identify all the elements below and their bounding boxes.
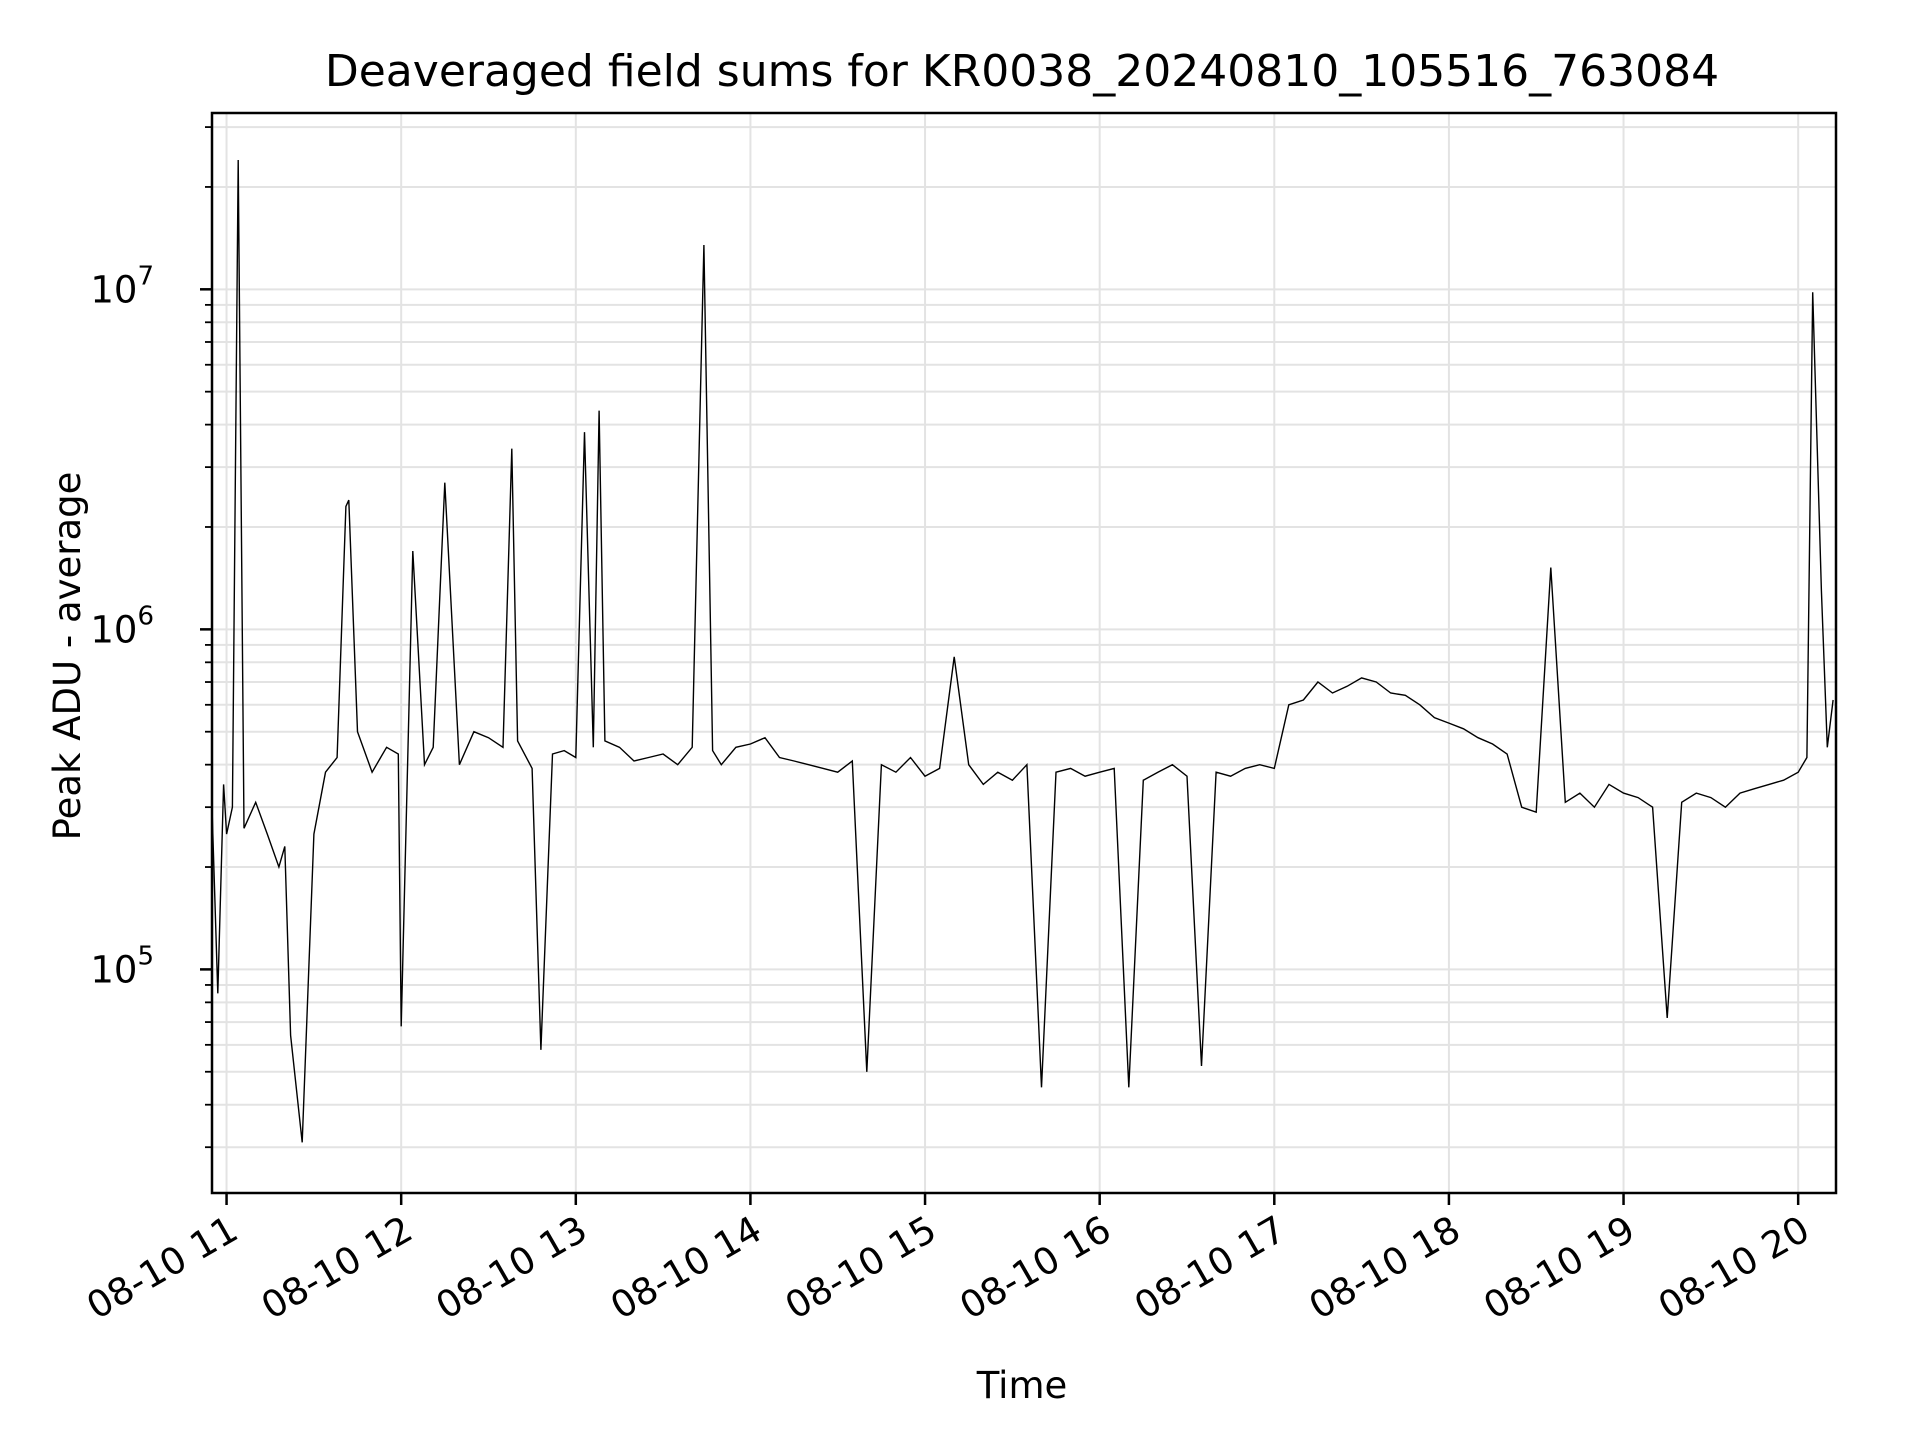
grid (212, 113, 1836, 1193)
y-tick-label: 106 (90, 601, 154, 651)
series-line (211, 159, 1834, 1143)
y-tick-exponent: 7 (137, 261, 154, 291)
x-axis-label: Time (976, 1364, 1068, 1407)
y-tick-exponent: 6 (137, 601, 154, 631)
y-tick-base: 10 (90, 268, 137, 311)
plot-frame (210, 111, 1838, 1195)
chart-title: Deaveraged field sums for KR0038_2024081… (325, 46, 1719, 97)
series-layer (211, 159, 1834, 1143)
y-tick-label: 107 (90, 261, 154, 311)
y-tick-base: 10 (90, 948, 137, 991)
y-tick-label: 105 (90, 941, 154, 991)
y-tick-exponent: 5 (137, 941, 154, 971)
y-tick-base: 10 (90, 608, 137, 651)
y-axis-label: Peak ADU - average (46, 472, 89, 841)
